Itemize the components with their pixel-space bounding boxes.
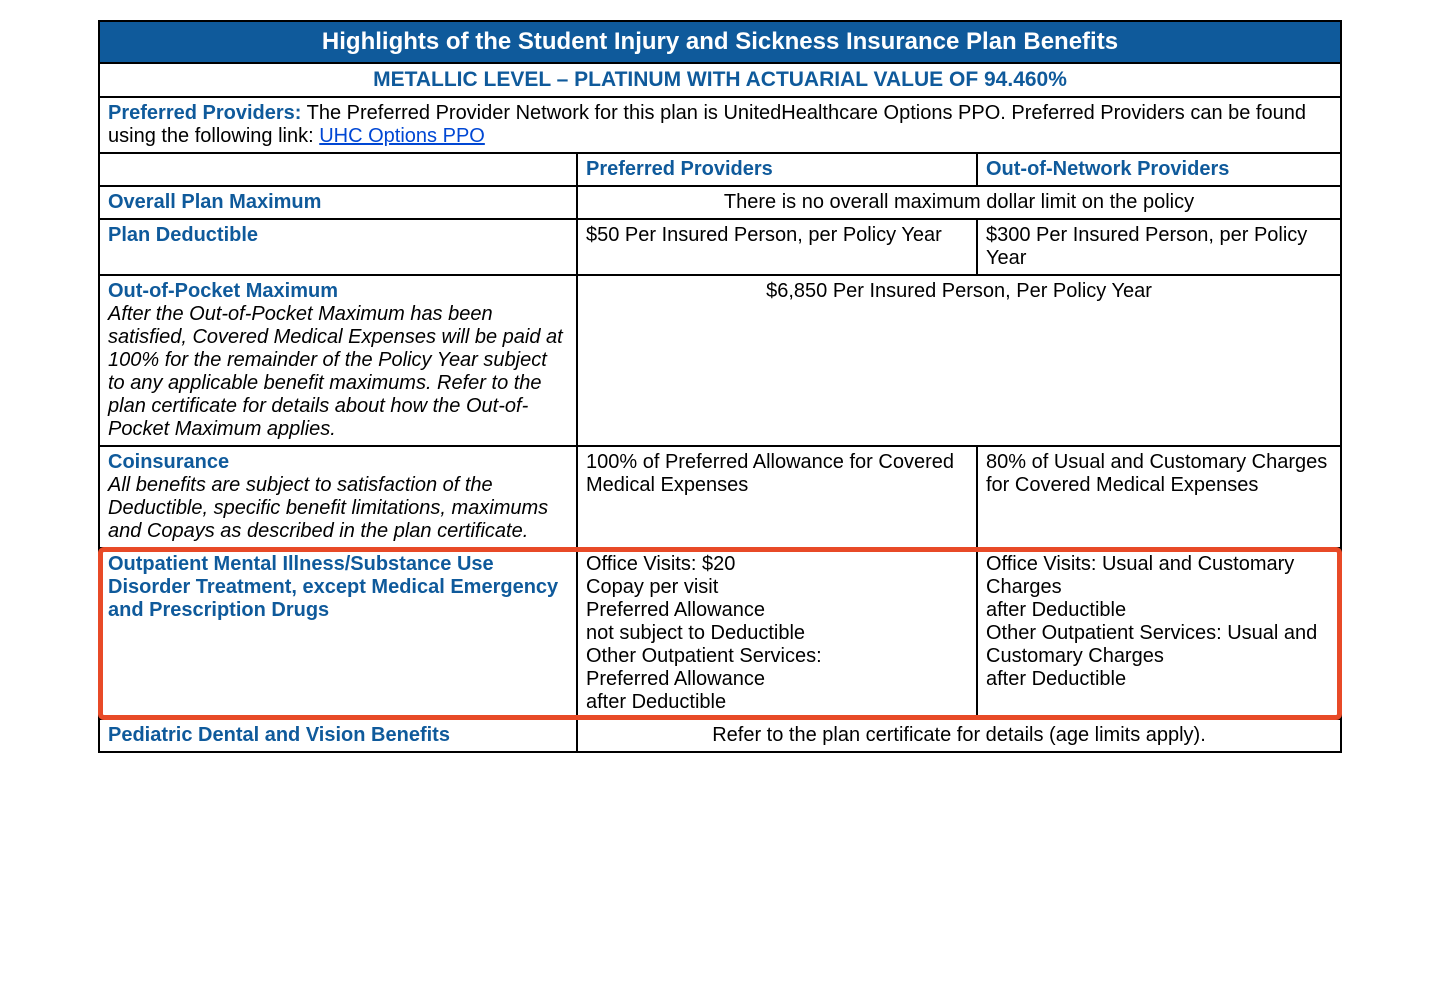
row-label-cell: Pediatric Dental and Vision Benefits <box>100 720 578 751</box>
row-preferred-value: $50 Per Insured Person, per Policy Year <box>578 220 978 274</box>
row-preferred-value: 100% of Preferred Allowance for Covered … <box>578 447 978 547</box>
table-row: Plan Deductible $50 Per Insured Person, p… <box>100 220 1340 276</box>
table-subtitle: METALLIC LEVEL – PLATINUM WITH ACTUARIAL… <box>100 64 1340 98</box>
table-row: Pediatric Dental and Vision Benefits Refe… <box>100 720 1340 751</box>
row-label-cell: Plan Deductible <box>100 220 578 274</box>
uhc-options-link[interactable]: UHC Options PPO <box>319 125 485 147</box>
column-header-blank <box>100 154 578 185</box>
row-outofnetwork-value: $300 Per Insured Person, per Policy Year <box>978 220 1340 274</box>
preferred-providers-intro-row: Preferred Providers: The Preferred Provi… <box>100 98 1340 154</box>
row-label-cell: Out-of-Pocket MaximumAfter the Out-of-Po… <box>100 276 578 445</box>
row-label: Coinsurance <box>108 451 568 474</box>
row-label-cell: Outpatient Mental Illness/Substance Use … <box>100 549 578 718</box>
row-note: After the Out-of-Pocket Maximum has been… <box>108 303 568 441</box>
row-label: Out-of-Pocket Maximum <box>108 280 568 303</box>
row-label-cell: CoinsuranceAll benefits are subject to s… <box>100 447 578 547</box>
row-note: All benefits are subject to satisfaction… <box>108 474 568 543</box>
row-label: Overall Plan Maximum <box>108 191 568 214</box>
row-span-value: There is no overall maximum dollar limit… <box>578 187 1340 218</box>
row-preferred-value: Office Visits: $20 Copay per visit Prefe… <box>578 549 978 718</box>
column-header-preferred: Preferred Providers <box>578 154 978 185</box>
row-label-cell: Overall Plan Maximum <box>100 187 578 218</box>
preferred-providers-label: Preferred Providers: <box>108 102 301 124</box>
row-outofnetwork-value: 80% of Usual and Customary Charges for C… <box>978 447 1340 547</box>
row-outofnetwork-value: Office Visits: Usual and Customary Charg… <box>978 549 1340 718</box>
table-row: Overall Plan Maximum There is no overall … <box>100 187 1340 220</box>
column-headers-row: Preferred Providers Out-of-Network Provi… <box>100 154 1340 187</box>
table-title: Highlights of the Student Injury and Sic… <box>100 22 1340 64</box>
row-label: Plan Deductible <box>108 224 568 247</box>
table-row: Outpatient Mental Illness/Substance Use … <box>100 549 1340 720</box>
table-row: Out-of-Pocket MaximumAfter the Out-of-Po… <box>100 276 1340 447</box>
column-header-outofnetwork: Out-of-Network Providers <box>978 154 1340 185</box>
row-label: Outpatient Mental Illness/Substance Use … <box>108 553 568 622</box>
benefits-table: Highlights of the Student Injury and Sic… <box>98 20 1342 753</box>
row-span-value: Refer to the plan certificate for detail… <box>578 720 1340 751</box>
row-label: Pediatric Dental and Vision Benefits <box>108 724 568 747</box>
table-row: CoinsuranceAll benefits are subject to s… <box>100 447 1340 549</box>
row-span-value: $6,850 Per Insured Person, Per Policy Ye… <box>578 276 1340 445</box>
